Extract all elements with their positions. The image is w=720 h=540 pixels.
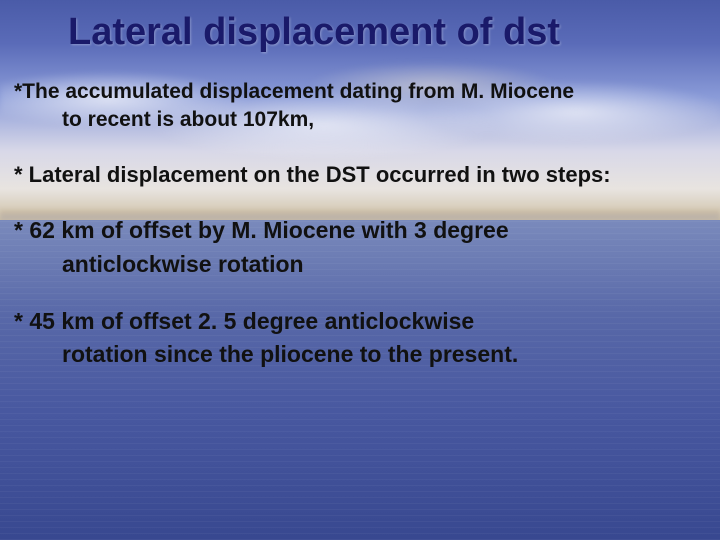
bullet-4: * 45 km of offset 2. 5 degree anticlockw… (0, 305, 720, 372)
slide: Lateral displacement of dst *The accumul… (0, 0, 720, 540)
bullet-2: * Lateral displacement on the DST occurr… (0, 160, 720, 190)
bullet-4-line2: rotation since the pliocene to the prese… (14, 338, 700, 371)
bullet-4-line1: * 45 km of offset 2. 5 degree anticlockw… (14, 308, 474, 334)
slide-title: Lateral displacement of dst (0, 0, 720, 54)
bullet-1: *The accumulated displacement dating fro… (0, 78, 720, 135)
bullet-3: * 62 km of offset by M. Miocene with 3 d… (0, 214, 720, 281)
bullet-3-line2: anticlockwise rotation (14, 248, 700, 281)
bullet-2-line1: * Lateral displacement on the DST occurr… (14, 162, 611, 187)
bullet-3-line1: * 62 km of offset by M. Miocene with 3 d… (14, 217, 509, 243)
slide-content: Lateral displacement of dst *The accumul… (0, 0, 720, 540)
bullet-1-line2: to recent is about 107km, (14, 106, 700, 134)
bullet-1-line1: *The accumulated displacement dating fro… (14, 80, 574, 103)
